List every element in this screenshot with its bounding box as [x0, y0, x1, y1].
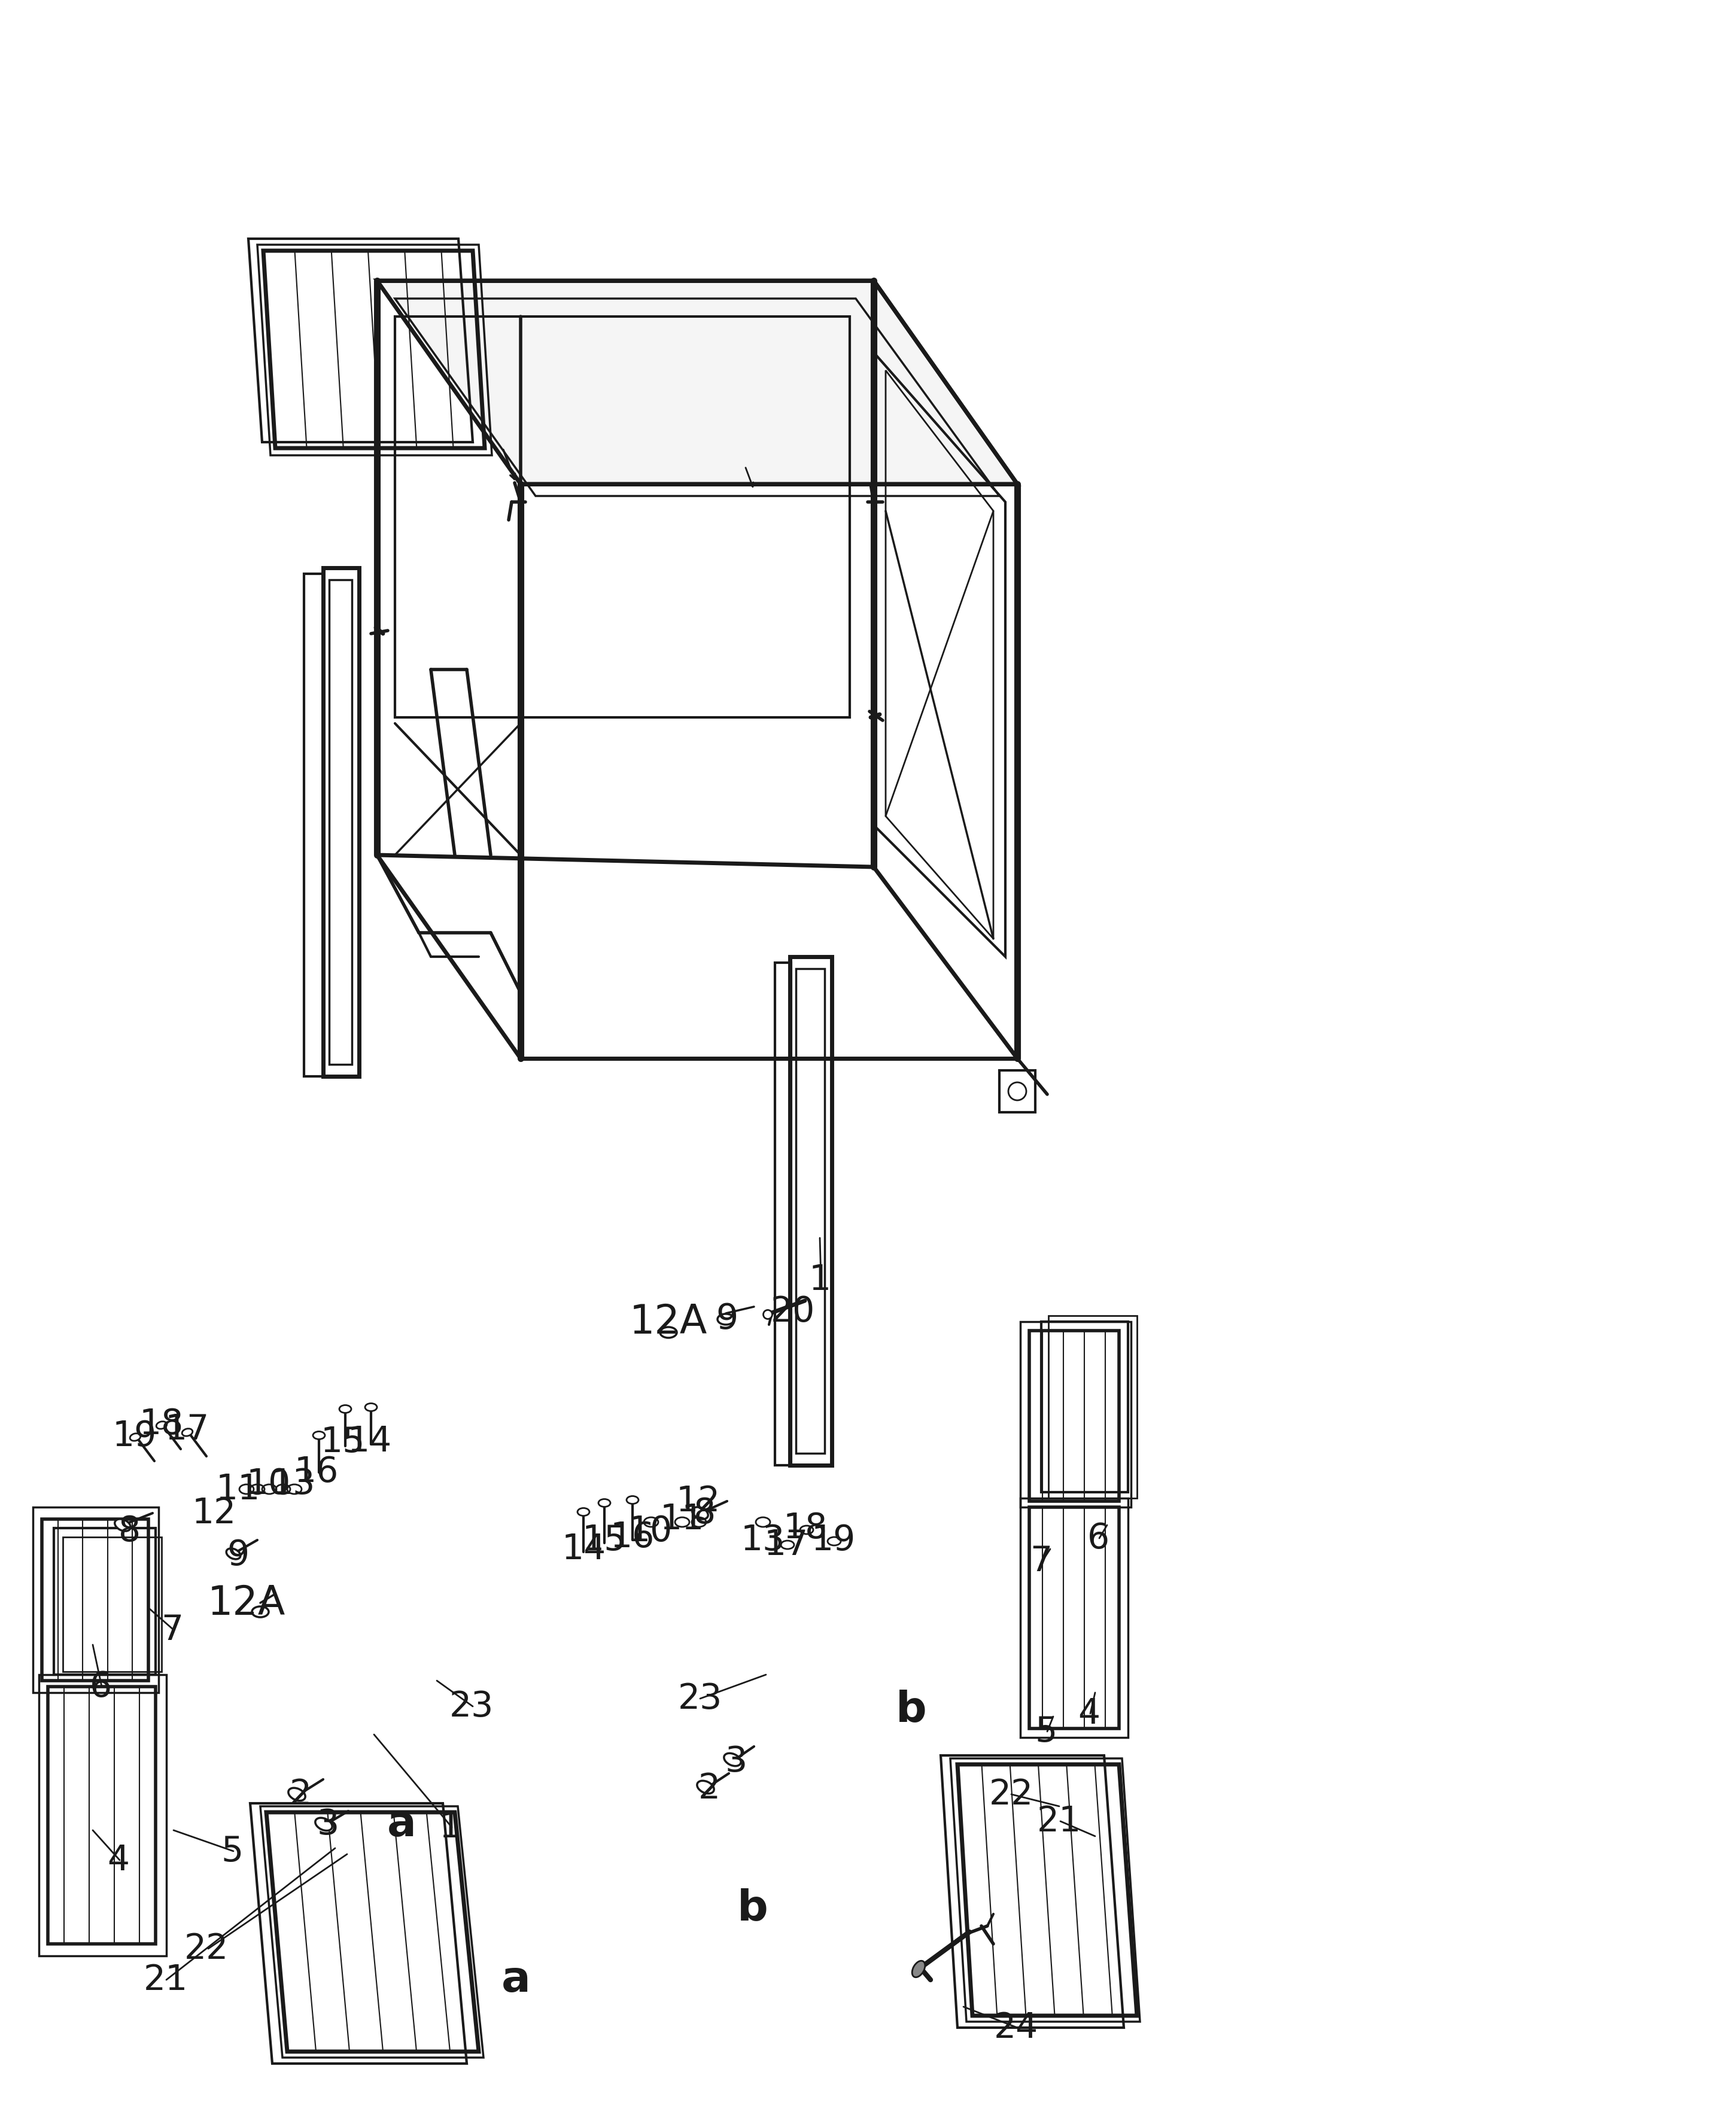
Text: 14: 14 [562, 1531, 606, 1565]
Ellipse shape [1009, 1082, 1026, 1101]
Text: 7: 7 [1029, 1544, 1052, 1578]
Ellipse shape [698, 1781, 713, 1794]
Ellipse shape [911, 1961, 925, 1978]
Text: 23: 23 [450, 1690, 493, 1724]
Ellipse shape [627, 1495, 639, 1504]
Ellipse shape [252, 1608, 269, 1618]
Text: 9: 9 [227, 1538, 250, 1572]
Text: a: a [387, 1805, 417, 1845]
Ellipse shape [717, 1313, 734, 1326]
Text: 18: 18 [139, 1406, 184, 1440]
Text: 4: 4 [1078, 1697, 1101, 1730]
Ellipse shape [339, 1406, 351, 1413]
Text: 10: 10 [628, 1514, 672, 1548]
Ellipse shape [182, 1430, 193, 1436]
Text: 16: 16 [295, 1455, 339, 1489]
Text: 1: 1 [439, 1811, 462, 1845]
Ellipse shape [226, 1548, 241, 1559]
Ellipse shape [599, 1500, 611, 1508]
Text: 13: 13 [741, 1523, 785, 1557]
Text: 6: 6 [1087, 1521, 1109, 1555]
Text: 8: 8 [694, 1495, 715, 1531]
Ellipse shape [130, 1434, 141, 1440]
Ellipse shape [764, 1311, 773, 1320]
Text: b: b [738, 1887, 769, 1929]
Ellipse shape [660, 1328, 677, 1339]
Text: 12A: 12A [630, 1303, 708, 1341]
Text: 7: 7 [161, 1614, 184, 1648]
Text: 6: 6 [90, 1669, 111, 1703]
Text: 17: 17 [764, 1527, 809, 1563]
Text: 3: 3 [318, 1807, 339, 1841]
Text: 24: 24 [995, 2010, 1038, 2044]
Polygon shape [377, 282, 1017, 485]
Text: a: a [502, 1959, 531, 2002]
Ellipse shape [693, 1508, 708, 1519]
Text: 2: 2 [698, 1771, 720, 1805]
Text: 22: 22 [990, 1777, 1033, 1811]
Text: 1: 1 [809, 1262, 832, 1296]
Text: 13: 13 [271, 1466, 316, 1500]
Text: 23: 23 [679, 1682, 722, 1716]
Ellipse shape [115, 1519, 130, 1531]
Text: 15: 15 [582, 1523, 627, 1557]
Text: 8: 8 [118, 1514, 141, 1548]
Ellipse shape [365, 1404, 377, 1411]
Text: 18: 18 [783, 1510, 828, 1546]
Text: 2: 2 [290, 1777, 311, 1811]
Ellipse shape [156, 1421, 167, 1430]
Text: 5: 5 [220, 1834, 243, 1868]
Text: 21: 21 [1036, 1805, 1082, 1838]
Text: 3: 3 [726, 1745, 746, 1779]
Ellipse shape [578, 1508, 590, 1516]
Text: 12A: 12A [208, 1584, 285, 1622]
Text: 12: 12 [675, 1485, 720, 1519]
Text: 15: 15 [321, 1425, 365, 1459]
Ellipse shape [724, 1754, 741, 1766]
Text: 11: 11 [660, 1502, 705, 1536]
Ellipse shape [288, 1788, 306, 1800]
Text: 22: 22 [184, 1932, 229, 1966]
Text: 5: 5 [1035, 1716, 1057, 1749]
Ellipse shape [312, 1432, 325, 1440]
Text: b: b [896, 1688, 927, 1730]
Ellipse shape [316, 1817, 332, 1830]
Text: 19: 19 [113, 1419, 156, 1453]
Text: 12: 12 [193, 1495, 236, 1531]
Text: 19: 19 [811, 1523, 856, 1557]
Text: 20: 20 [771, 1294, 816, 1328]
Text: 9: 9 [715, 1303, 738, 1336]
Text: 14: 14 [347, 1425, 392, 1459]
Text: 16: 16 [611, 1521, 654, 1555]
Text: 4: 4 [108, 1843, 130, 1877]
Text: 10: 10 [247, 1466, 292, 1500]
Text: 17: 17 [165, 1413, 210, 1447]
Text: 11: 11 [215, 1472, 260, 1506]
Text: 21: 21 [144, 1963, 187, 1997]
